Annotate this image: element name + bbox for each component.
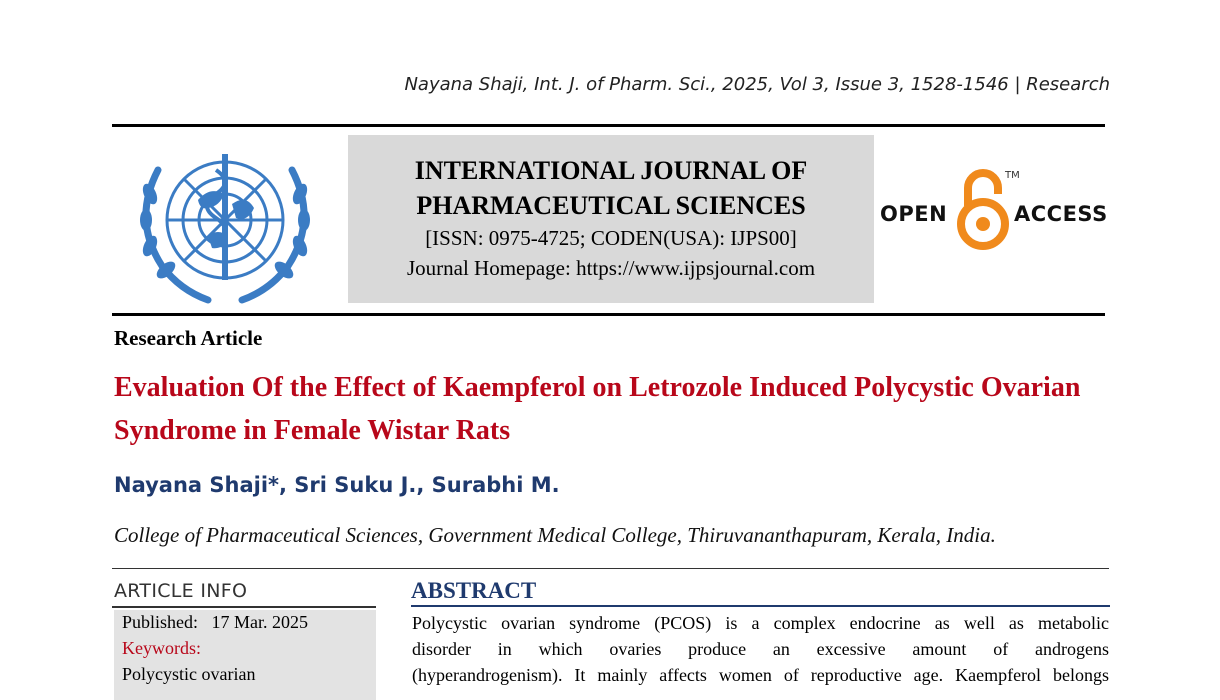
article-authors: Nayana Shaji*, Sri Suku J., Surabhi M. xyxy=(114,473,560,497)
section-divider xyxy=(112,568,1109,569)
open-access-logo: OPEN TM ACCESS xyxy=(880,166,1110,256)
abstract-rule xyxy=(411,605,1110,607)
header-bottom-rule xyxy=(112,313,1105,316)
article-title: Evaluation Of the Effect of Kaempferol o… xyxy=(114,372,1081,446)
article-info-heading: ARTICLE INFO xyxy=(114,580,248,602)
published-line: Published: 17 Mar. 2025 xyxy=(122,612,308,633)
running-head: Nayana Shaji, Int. J. of Pharm. Sci., 20… xyxy=(404,74,1110,95)
abstract-heading: ABSTRACT xyxy=(411,578,537,603)
author-affiliation: College of Pharmaceutical Sciences, Gove… xyxy=(114,523,996,547)
journal-banner: INTERNATIONAL JOURNAL OF PHARMACEUTICAL … xyxy=(348,135,874,303)
journal-name: INTERNATIONAL JOURNAL OF PHARMACEUTICAL … xyxy=(414,156,808,220)
article-info-rule xyxy=(112,606,376,608)
abstract-line: Polycystic ovarian syndrome (PCOS) is a … xyxy=(412,613,1109,633)
open-access-access-text: ACCESS xyxy=(1014,202,1108,226)
header-top-rule xyxy=(112,124,1105,127)
keywords-label: Keywords: xyxy=(122,638,201,658)
journal-homepage: Journal Homepage: https://www.ijpsjourna… xyxy=(406,256,816,280)
published-date: 17 Mar. 2025 xyxy=(211,612,309,632)
open-access-tm: TM xyxy=(1005,170,1020,181)
keyword-item: Polycystic ovarian xyxy=(122,664,256,684)
article-type: Research Article xyxy=(114,326,263,350)
journal-issn: [ISSN: 0975-4725; CODEN(USA): IJPS00] xyxy=(425,226,797,250)
open-access-lock-icon xyxy=(957,169,1009,250)
published-label: Published: xyxy=(122,612,199,632)
abstract-line: (hyperandrogenism). It mainly affects wo… xyxy=(412,665,1109,685)
open-access-open-text: OPEN xyxy=(880,202,948,226)
article-info-box: Published: 17 Mar. 2025 Keywords: Polycy… xyxy=(114,610,376,700)
abstract-text: Polycystic ovarian syndrome (PCOS) is a … xyxy=(412,610,1109,688)
journal-emblem-logo xyxy=(140,154,310,304)
abstract-line: disorder in which ovaries produce an exc… xyxy=(412,639,1109,659)
